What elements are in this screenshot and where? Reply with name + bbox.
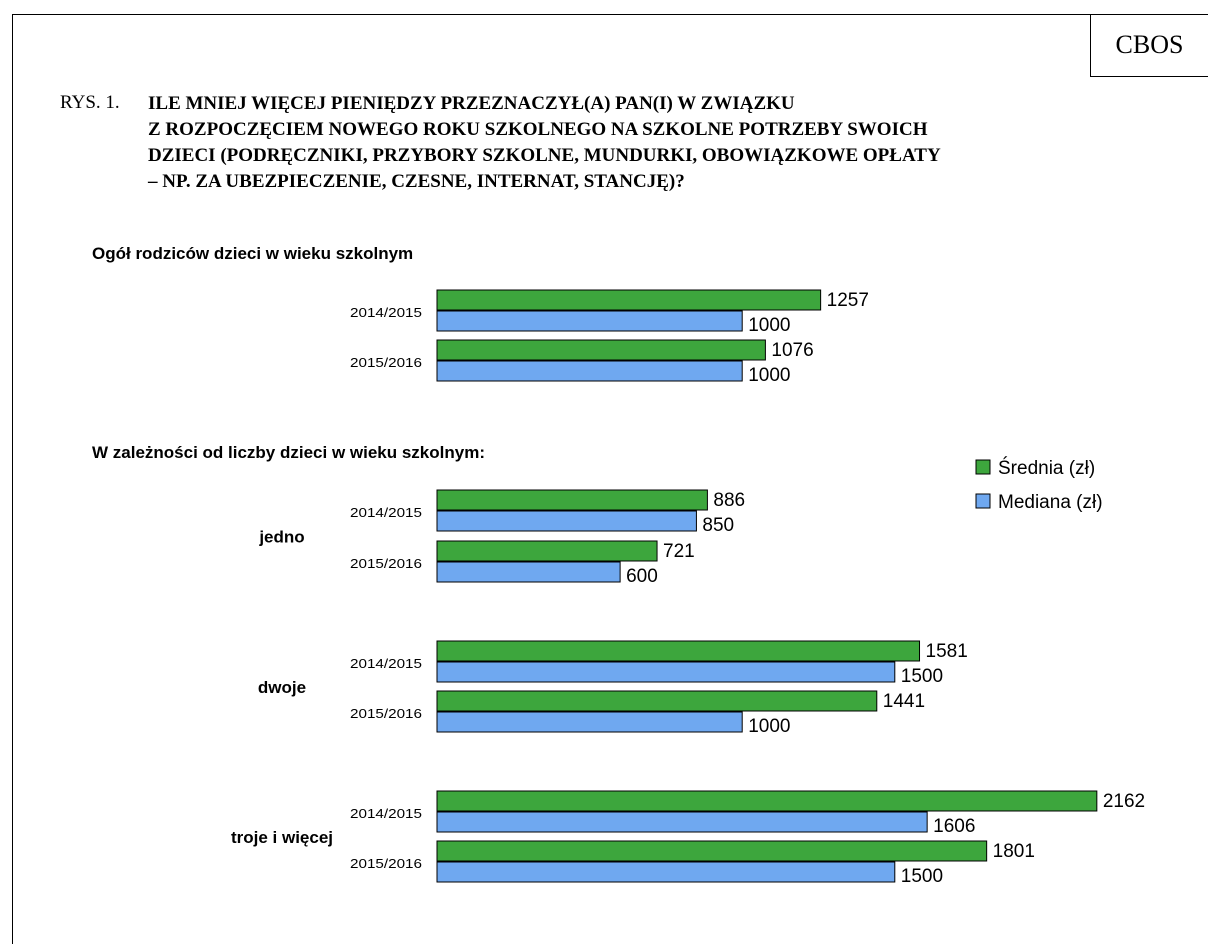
data-label: 1500 (901, 866, 943, 887)
year-tick-label: 2014/2015 (350, 806, 422, 821)
data-label: 2162 (1103, 791, 1145, 812)
bar-mediana (436, 360, 743, 382)
bar-mediana (436, 811, 928, 833)
bar-mediana (436, 661, 896, 683)
group-label: dwoje (258, 678, 306, 697)
section-heading: Ogół rodziców dzieci w wieku szkolnym (92, 244, 413, 263)
data-label: 1000 (748, 716, 790, 737)
bar-srednia (436, 840, 988, 862)
figure-title-line: Z ROZPOCZĘCIEM NOWEGO ROKU SZKOLNEGO NA … (148, 119, 928, 140)
year-tick-label: 2014/2015 (350, 505, 422, 520)
group-label: jedno (258, 528, 304, 547)
year-tick-label: 2015/2016 (350, 706, 422, 721)
year-tick-label: 2015/2016 (350, 856, 422, 871)
bar-srednia (436, 640, 921, 662)
bar-srednia (436, 489, 708, 511)
figure-label: RYS. 1. (60, 92, 120, 113)
bar-srednia (436, 289, 822, 311)
bar-srednia (436, 790, 1098, 812)
figure-frame (12, 14, 1208, 944)
bar-srednia (436, 540, 658, 562)
data-label: 1500 (901, 666, 943, 687)
bar-mediana (436, 561, 621, 583)
group-label: troje i więcej (231, 828, 333, 847)
legend-swatch-mediana (975, 493, 991, 509)
figure-title-line: DZIECI (PODRĘCZNIKI, PRZYBORY SZKOLNE, M… (148, 145, 941, 166)
data-label: 850 (702, 515, 734, 536)
legend-swatch-srednia (975, 459, 991, 475)
data-label: 1000 (748, 365, 790, 386)
source-badge: CBOS (1090, 14, 1208, 77)
bar-mediana (436, 510, 697, 532)
data-label: 1000 (748, 315, 790, 336)
figure-title-line: – NP. ZA UBEZPIECZENIE, CZESNE, INTERNAT… (148, 171, 685, 192)
year-tick-label: 2014/2015 (350, 305, 422, 320)
legend-label-srednia: Średnia (zł) (998, 457, 1095, 479)
data-label: 600 (626, 566, 658, 587)
data-label: 1581 (926, 641, 968, 662)
figure-title: ILE MNIEJ WIĘCEJ PIENIĘDZY PRZEZNACZYŁ(A… (148, 91, 1148, 195)
bar-mediana (436, 310, 743, 332)
section-heading: W zależności od liczby dzieci w wieku sz… (92, 443, 485, 462)
bar-mediana (436, 711, 743, 733)
data-label: 1606 (933, 816, 975, 837)
bar-srednia (436, 690, 878, 712)
bar-mediana (436, 861, 896, 883)
data-label: 721 (663, 541, 695, 562)
year-tick-label: 2015/2016 (350, 355, 422, 370)
legend-label-mediana: Mediana (zł) (998, 492, 1103, 513)
figure-title-line: ILE MNIEJ WIĘCEJ PIENIĘDZY PRZEZNACZYŁ(A… (148, 93, 795, 114)
data-label: 886 (713, 490, 745, 511)
data-label: 1257 (827, 290, 869, 311)
bar-srednia (436, 339, 766, 361)
data-label: 1076 (771, 340, 813, 361)
year-tick-label: 2015/2016 (350, 556, 422, 571)
data-label: 1441 (883, 691, 925, 712)
data-label: 1801 (993, 841, 1035, 862)
year-tick-label: 2014/2015 (350, 656, 422, 671)
